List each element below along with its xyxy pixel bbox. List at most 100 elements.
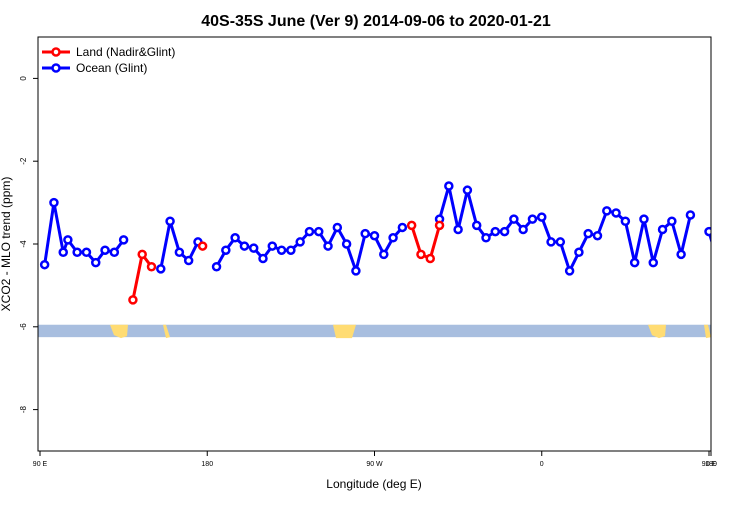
- ocean-data-point: [715, 261, 722, 268]
- ocean-data-point: [49, 197, 59, 208]
- ocean-data-point: [639, 214, 649, 224]
- background-band-layer: [38, 324, 711, 339]
- legend-land-marker: [51, 47, 61, 57]
- ocean-data-point: [174, 247, 185, 258]
- background-band: [38, 324, 711, 338]
- ocean-data-point: [537, 212, 547, 222]
- ocean-data-point: [379, 249, 389, 260]
- ocean-data-point: [248, 243, 259, 253]
- ocean-data-point: [471, 220, 482, 231]
- ocean-data-point: [118, 235, 129, 245]
- ocean-series-line: [707, 231, 711, 245]
- legend-land-label: Land (Nadir&Glint): [76, 45, 175, 59]
- ocean-data-point: [295, 237, 305, 247]
- ocean-data-point: [518, 224, 528, 235]
- x-tick-label: 0: [540, 461, 544, 468]
- ocean-data-point: [341, 239, 352, 249]
- ocean-data-point: [602, 206, 612, 216]
- ocean-data-point: [704, 226, 711, 237]
- ocean-data-point: [304, 226, 315, 237]
- ocean-data-point: [314, 226, 324, 237]
- x-tick-label: 90 E: [33, 461, 48, 468]
- ocean-data-point: [592, 230, 603, 241]
- y-tick-label: -2: [19, 157, 28, 165]
- ocean-data-point: [267, 241, 278, 251]
- ocean-data-point: [685, 210, 696, 220]
- land-data-point: [146, 262, 157, 272]
- x-axis-title: Longitude (deg E): [326, 477, 421, 491]
- ocean-data-point: [481, 233, 491, 243]
- ocean-data-point: [397, 222, 408, 233]
- ocean-data-point: [629, 257, 640, 268]
- y-tick-label: 0: [19, 76, 28, 81]
- land-patch: [110, 324, 128, 339]
- ocean-data-point: [490, 226, 501, 237]
- ocean-data-point: [211, 262, 222, 272]
- ocean-data-point: [546, 237, 556, 247]
- land-data-point: [197, 241, 208, 251]
- land-data-point: [128, 295, 138, 305]
- x-tick-label: 90 W: [366, 461, 383, 468]
- ocean-data-point: [657, 224, 668, 235]
- ocean-data-point: [360, 228, 370, 239]
- ocean-data-point: [369, 230, 380, 241]
- ocean-data-point: [332, 222, 343, 233]
- ocean-data-point: [583, 228, 593, 239]
- ocean-data-point: [91, 257, 101, 268]
- series-layer: [39, 181, 750, 305]
- ocean-data-point: [555, 237, 566, 247]
- ocean-data-point: [323, 241, 333, 251]
- ocean-data-point: [156, 264, 166, 274]
- ocean-data-point: [100, 245, 110, 255]
- y-tick-label: -8: [19, 405, 28, 413]
- ocean-data-point: [258, 253, 268, 264]
- legend: Land (Nadir&Glint) Ocean (Glint): [42, 45, 175, 75]
- land-data-point: [416, 249, 426, 260]
- ocean-data-point: [733, 249, 740, 256]
- ocean-data-point: [499, 226, 510, 237]
- ocean-data-point: [109, 247, 120, 258]
- ocean-data-point: [509, 214, 519, 224]
- ocean-data-point: [72, 247, 82, 258]
- ocean-data-point: [676, 249, 686, 260]
- ocean-data-point: [239, 241, 250, 251]
- ocean-series-line: [438, 184, 692, 273]
- ocean-data-point: [462, 185, 473, 195]
- y-tick-label: -4: [19, 240, 28, 248]
- ocean-data-point: [648, 257, 658, 268]
- ocean-data-point: [81, 247, 92, 258]
- land-patch: [704, 324, 711, 339]
- land-series-line: [131, 252, 153, 301]
- ocean-data-point: [388, 233, 398, 243]
- ocean-data-point: [620, 216, 631, 226]
- land-data-point: [425, 253, 435, 264]
- chart-title: 40S-35S June (Ver 9) 2014-09-06 to 2020-…: [201, 13, 551, 30]
- land-data-point: [434, 220, 445, 231]
- land-data-point: [137, 249, 147, 260]
- ocean-data-point: [611, 208, 621, 218]
- x-tick-label: 90 E: [702, 461, 717, 468]
- ocean-data-point: [276, 245, 287, 255]
- ocean-data-point: [351, 266, 361, 276]
- ocean-data-point: [165, 216, 175, 226]
- ocean-data-point: [743, 236, 750, 243]
- ocean-data-point: [183, 255, 194, 266]
- ocean-data-point: [724, 199, 731, 206]
- ocean-data-point: [444, 181, 454, 191]
- ocean-data-point: [221, 245, 231, 255]
- y-axis-title: XCO2 - MLO trend (ppm): [0, 177, 13, 312]
- y-tick-label: -6: [19, 323, 28, 331]
- ocean-data-point: [286, 245, 296, 255]
- land-series-line: [410, 224, 441, 260]
- x-tick-label: 180: [705, 461, 717, 468]
- legend-ocean-marker: [51, 63, 61, 73]
- ocean-data-point: [39, 259, 50, 270]
- legend-ocean-label: Ocean (Glint): [76, 61, 147, 75]
- land-data-point: [406, 220, 417, 231]
- x-tick-label: 180: [201, 461, 213, 468]
- land-patch: [333, 324, 356, 339]
- land-patch: [648, 324, 666, 339]
